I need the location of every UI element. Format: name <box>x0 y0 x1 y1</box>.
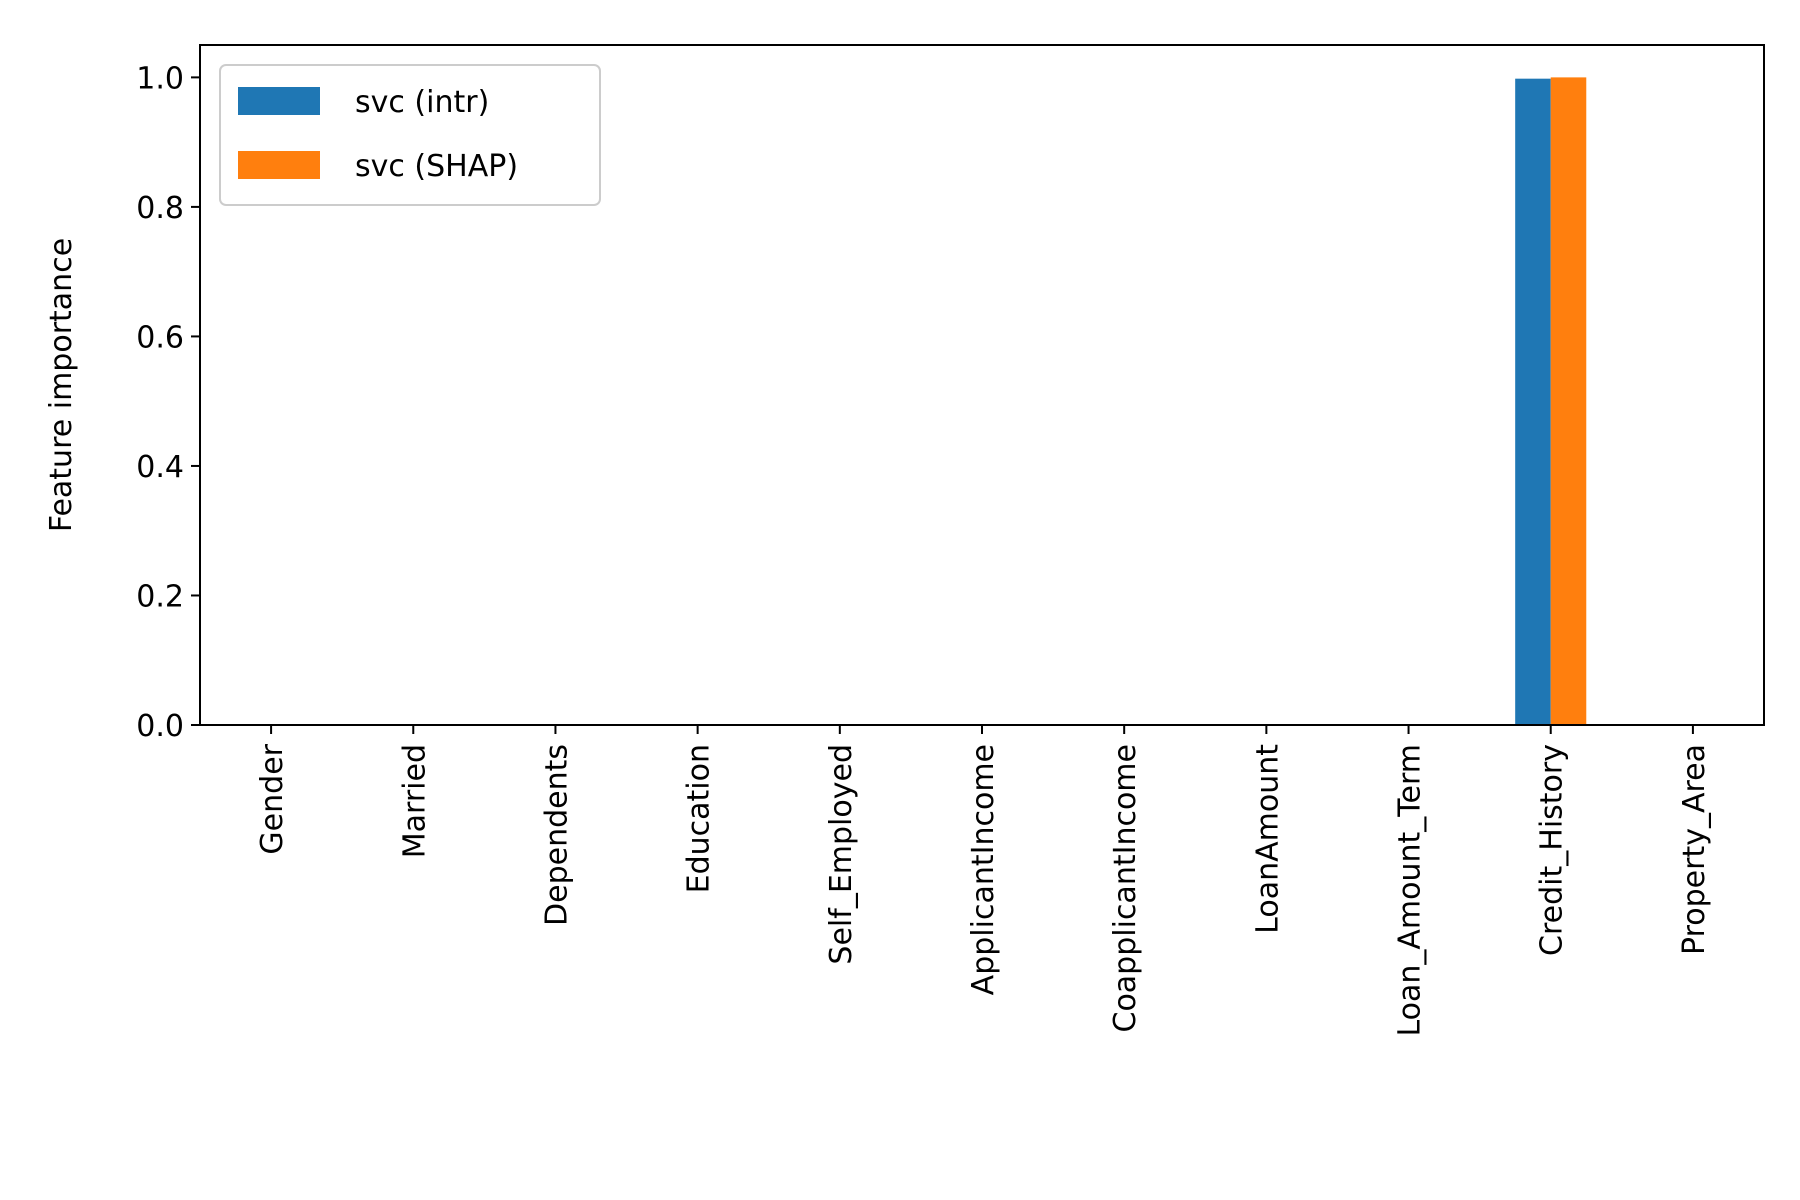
x-tick-label: LoanAmount <box>1250 744 1285 934</box>
y-axis-label: Feature importance <box>44 238 79 532</box>
y-tick-label: 0.4 <box>136 450 184 485</box>
x-tick-label: Property_Area <box>1677 744 1712 955</box>
y-tick-label: 0.8 <box>136 191 184 226</box>
y-tick-label: 0.0 <box>136 709 184 744</box>
x-tick-label: Loan_Amount_Term <box>1393 744 1428 1037</box>
legend-swatch <box>238 87 320 115</box>
bars-layer <box>1515 77 1587 725</box>
x-tick-label: Dependents <box>539 744 574 926</box>
bar-credit-history-series-2 <box>1550 77 1587 725</box>
bar-credit-history-series-1 <box>1515 78 1551 725</box>
x-tick-label: Education <box>682 744 717 893</box>
x-tick-label: Married <box>397 744 432 858</box>
legend-swatch <box>238 151 320 179</box>
legend-label: svc (intr) <box>355 85 489 120</box>
legend: svc (intr) svc (SHAP) <box>219 64 601 206</box>
legend-label: svc (SHAP) <box>355 149 518 184</box>
y-tick-label: 0.2 <box>136 579 184 614</box>
x-tick-label: Gender <box>255 743 290 854</box>
y-tick-label: 1.0 <box>136 61 184 96</box>
x-tick-label: ApplicantIncome <box>966 744 1001 995</box>
y-axis: 0.0 0.2 0.4 0.6 0.8 1.0 <box>136 61 200 744</box>
x-tick-label: Credit_History <box>1535 744 1570 956</box>
x-tick-label: Self_Employed <box>824 744 859 965</box>
x-tick-label: CoapplicantIncome <box>1108 744 1143 1033</box>
x-axis: Gender Married Dependents Education Self_Emp… <box>255 725 1712 1037</box>
legend-items: svc (intr) svc (SHAP) <box>238 85 518 184</box>
y-tick-label: 0.6 <box>136 320 184 355</box>
